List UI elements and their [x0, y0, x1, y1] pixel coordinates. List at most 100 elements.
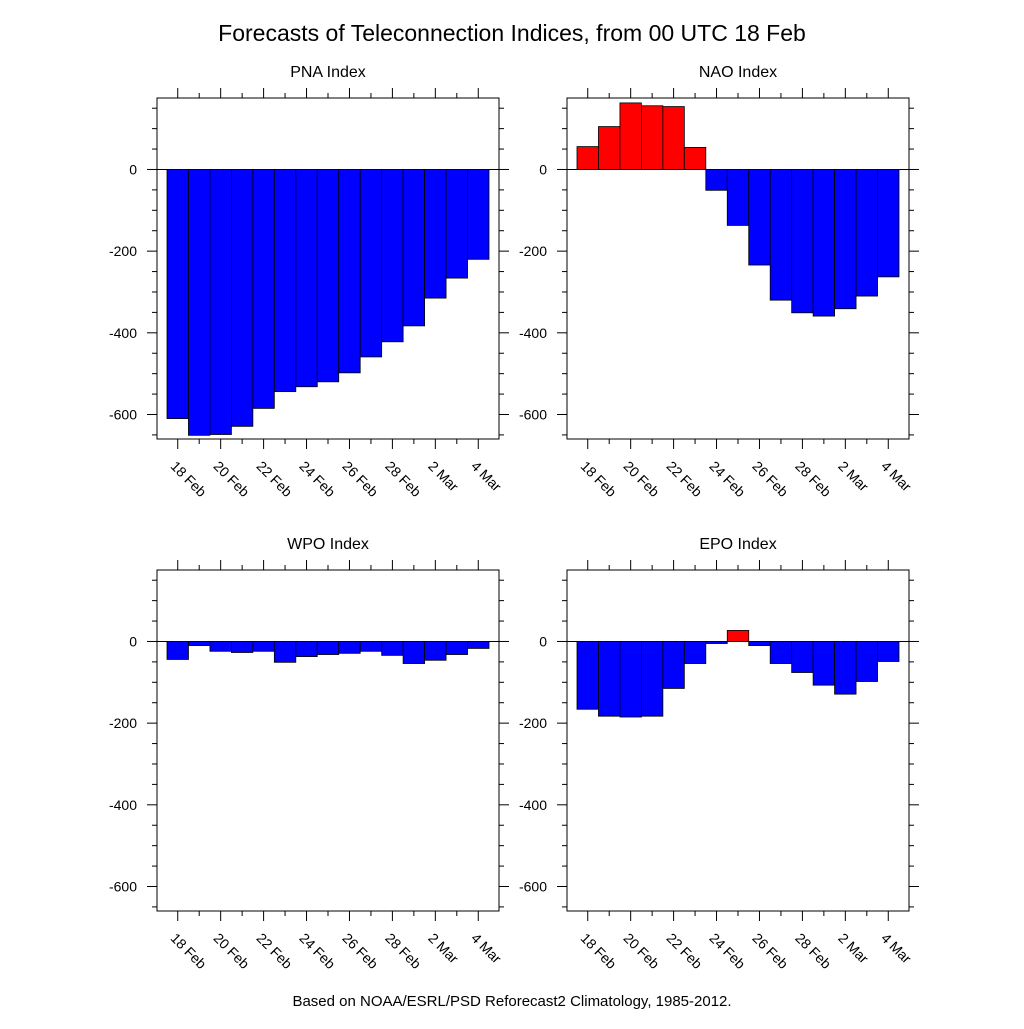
- bar: [273, 641, 297, 663]
- bar: [877, 641, 900, 662]
- x-tick-label: 20 Feb: [211, 458, 253, 500]
- bar: [445, 641, 468, 655]
- bar: [748, 169, 771, 266]
- bar: [769, 641, 793, 664]
- x-tick-label: 26 Feb: [749, 930, 791, 972]
- figure-title: Forecasts of Teleconnection Indices, fro…: [218, 20, 806, 46]
- bar: [273, 169, 297, 393]
- y-tick-label: -600: [519, 878, 547, 894]
- bar: [598, 641, 621, 717]
- x-tick-label: 24 Feb: [296, 930, 338, 972]
- plot-frame: [566, 569, 910, 912]
- x-tick-label: 4 Mar: [878, 930, 915, 967]
- bar: [338, 641, 361, 654]
- bar: [188, 641, 211, 646]
- x-tick-label: 28 Feb: [792, 458, 834, 500]
- bar: [598, 126, 621, 170]
- panel-epo: EPO Index 0 -200 -400 -600 18 Feb 20 Feb 22 Feb…: [519, 536, 919, 972]
- y-tick-label: 0: [129, 161, 137, 177]
- bar: [877, 169, 900, 278]
- x-tick-label: 24 Feb: [706, 458, 748, 500]
- y-tick-label: -200: [519, 243, 547, 259]
- bar: [445, 169, 468, 279]
- bar: [576, 641, 599, 710]
- bar: [252, 169, 275, 409]
- bar: [424, 641, 447, 661]
- bar: [834, 169, 857, 310]
- bar: [316, 641, 340, 655]
- bar: [316, 169, 340, 383]
- bar: [576, 146, 599, 170]
- x-tick-label: 26 Feb: [749, 458, 791, 500]
- bar: [230, 169, 254, 427]
- bar: [381, 641, 404, 656]
- bar: [188, 169, 211, 436]
- panel-title: EPO Index: [699, 536, 776, 553]
- bar: [402, 169, 425, 327]
- bar: [683, 147, 707, 170]
- y-tick-label: 0: [539, 161, 547, 177]
- x-tick-label: 22 Feb: [663, 930, 705, 972]
- bar: [855, 641, 878, 682]
- bar: [726, 630, 750, 642]
- bar: [641, 641, 664, 717]
- bar: [662, 641, 685, 689]
- panel-title: PNA Index: [290, 64, 366, 81]
- bar: [467, 169, 490, 260]
- bar: [166, 169, 189, 419]
- bar: [295, 641, 318, 657]
- panel-pna: PNA Index 0 -200 -400 -600 18 Feb 20 Feb 22 Feb…: [109, 64, 509, 500]
- y-tick-label: -400: [519, 797, 547, 813]
- x-tick-label: 26 Feb: [339, 930, 381, 972]
- bar: [662, 106, 685, 170]
- bar: [726, 169, 750, 226]
- x-tick-label: 22 Feb: [253, 930, 295, 972]
- y-tick-label: -200: [109, 243, 137, 259]
- x-tick-label: 24 Feb: [706, 930, 748, 972]
- bar: [855, 169, 878, 297]
- bar: [641, 105, 664, 170]
- y-tick-label: 0: [539, 633, 547, 649]
- bar: [791, 641, 814, 673]
- x-tick-label: 2 Mar: [835, 930, 872, 967]
- bar: [834, 641, 857, 695]
- panel-wpo: WPO Index 0 -200 -400 -600 18 Feb 20 Feb 22 Feb…: [109, 536, 509, 972]
- x-tick-label: 28 Feb: [382, 930, 424, 972]
- bar: [424, 169, 447, 299]
- x-tick-label: 18 Feb: [168, 458, 210, 500]
- y-tick-label: -600: [109, 406, 137, 422]
- bar: [812, 641, 836, 686]
- x-tick-label: 4 Mar: [468, 930, 505, 967]
- x-tick-label: 28 Feb: [382, 458, 424, 500]
- y-tick-label: 0: [129, 633, 137, 649]
- bar: [619, 102, 642, 170]
- y-tick-label: -200: [109, 715, 137, 731]
- x-tick-label: 4 Mar: [468, 458, 505, 495]
- bar: [338, 169, 361, 374]
- x-tick-label: 20 Feb: [621, 458, 663, 500]
- bar: [402, 641, 425, 664]
- bar: [748, 641, 771, 646]
- bar: [769, 169, 793, 301]
- bar: [791, 169, 814, 314]
- x-tick-label: 2 Mar: [425, 930, 462, 967]
- x-tick-label: 20 Feb: [211, 930, 253, 972]
- figure-footer: Based on NOAA/ESRL/PSD Reforecast2 Clima…: [292, 993, 731, 1010]
- x-tick-label: 2 Mar: [835, 458, 872, 495]
- bar: [705, 169, 728, 191]
- x-tick-label: 24 Feb: [296, 458, 338, 500]
- bar: [295, 169, 318, 388]
- bar: [619, 641, 642, 718]
- x-tick-label: 18 Feb: [578, 458, 620, 500]
- bar: [812, 169, 836, 317]
- x-tick-label: 18 Feb: [578, 930, 620, 972]
- y-tick-label: -600: [109, 878, 137, 894]
- x-tick-label: 26 Feb: [339, 458, 381, 500]
- y-tick-label: -400: [519, 325, 547, 341]
- y-tick-label: -200: [519, 715, 547, 731]
- y-tick-label: -600: [519, 406, 547, 422]
- x-tick-label: 22 Feb: [253, 458, 295, 500]
- bar: [166, 641, 189, 660]
